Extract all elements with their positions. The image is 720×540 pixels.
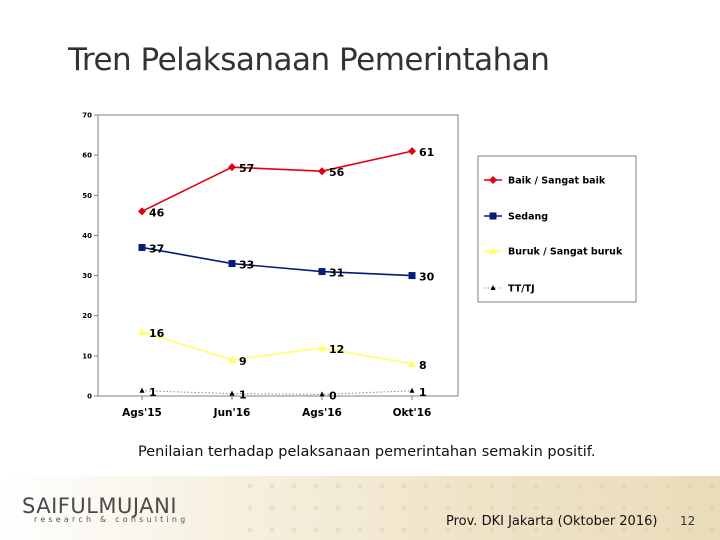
data-point-sedang: [318, 268, 326, 276]
company-logo-tagline: research & consulting: [34, 515, 189, 524]
data-point-sedang: [228, 260, 236, 268]
legend-marker-tt-tj: [490, 285, 496, 290]
data-label-buruk-sangat-buruk: 9: [239, 355, 247, 368]
series-line-sedang: [141, 246, 413, 277]
y-tick-label: 30: [82, 272, 92, 280]
data-label-buruk-sangat-buruk: 16: [149, 327, 165, 340]
data-point-baik-sangat-baik: [408, 147, 416, 156]
data-label-buruk-sangat-buruk: 12: [329, 343, 344, 356]
data-label-baik-sangat-baik: 61: [419, 146, 434, 159]
legend-marker-baik-sangat-baik: [489, 176, 497, 184]
y-tick-label: 60: [82, 152, 92, 160]
y-tick-label: 20: [82, 312, 92, 320]
y-tick-label: 0: [87, 393, 92, 401]
series-line-baik-sangat-baik: [141, 150, 413, 213]
data-label-baik-sangat-baik: 57: [239, 162, 254, 175]
y-tick-label: 40: [82, 232, 92, 240]
legend-label-tt-tj: TT/TJ: [508, 284, 535, 295]
series-line-buruk-sangat-buruk: [141, 331, 413, 365]
footer-pattern: [240, 476, 720, 540]
y-tick-label: 70: [82, 112, 92, 120]
legend-label-buruk-sangat-buruk: Buruk / Sangat buruk: [508, 247, 623, 258]
y-tick-label: 50: [82, 192, 92, 200]
data-point-sedang: [408, 272, 416, 280]
company-logo: SAIFULMUJANI: [22, 494, 178, 518]
x-tick-label: Okt'16: [393, 407, 432, 419]
legend-marker-buruk-sangat-buruk: [489, 247, 497, 254]
x-tick-label: Ags'16: [302, 407, 342, 419]
data-label-sedang: 31: [329, 267, 344, 280]
page-number: 12: [680, 514, 696, 528]
slide-caption: Penilaian terhadap pelaksanaan pemerinta…: [138, 444, 596, 460]
data-point-buruk-sangat-buruk: [228, 355, 236, 363]
data-point-buruk-sangat-buruk: [138, 327, 146, 335]
data-point-sedang: [138, 243, 146, 251]
legend-marker-sedang: [489, 212, 497, 220]
data-label-baik-sangat-baik: 56: [329, 166, 345, 179]
plot-area: [97, 114, 459, 397]
data-label-sedang: 30: [419, 271, 435, 284]
data-label-sedang: 37: [149, 242, 164, 255]
data-point-baik-sangat-baik: [138, 207, 146, 216]
footer-source: Prov. DKI Jakarta (Oktober 2016): [446, 514, 658, 529]
data-point-baik-sangat-baik: [228, 163, 236, 172]
data-label-buruk-sangat-buruk: 8: [419, 359, 427, 372]
data-label-tt-tj: 1: [419, 386, 427, 399]
data-point-tt-tj: [139, 387, 145, 393]
data-label-tt-tj: 1: [239, 389, 247, 402]
legend-box: [477, 155, 637, 303]
data-point-tt-tj: [319, 391, 325, 397]
data-label-tt-tj: 1: [149, 386, 157, 399]
data-point-baik-sangat-baik: [318, 167, 326, 176]
data-point-buruk-sangat-buruk: [408, 359, 416, 367]
slide-title: Tren Pelaksanaan Pemerintahan: [68, 42, 550, 78]
data-label-sedang: 33: [239, 259, 254, 272]
data-point-buruk-sangat-buruk: [318, 343, 326, 351]
data-point-tt-tj: [229, 390, 235, 396]
legend-label-sedang: Sedang: [508, 212, 548, 223]
footer-band: [0, 476, 720, 540]
x-tick-label: Jun'16: [213, 407, 251, 419]
legend-label-baik-sangat-baik: Baik / Sangat baik: [508, 176, 606, 187]
x-tick-label: Ags'15: [122, 407, 162, 419]
data-label-tt-tj: 0: [329, 389, 337, 402]
series-line-tt-tj: [141, 390, 413, 395]
y-tick-label: 10: [82, 352, 92, 360]
data-label-baik-sangat-baik: 46: [149, 206, 165, 219]
data-point-tt-tj: [409, 387, 415, 393]
